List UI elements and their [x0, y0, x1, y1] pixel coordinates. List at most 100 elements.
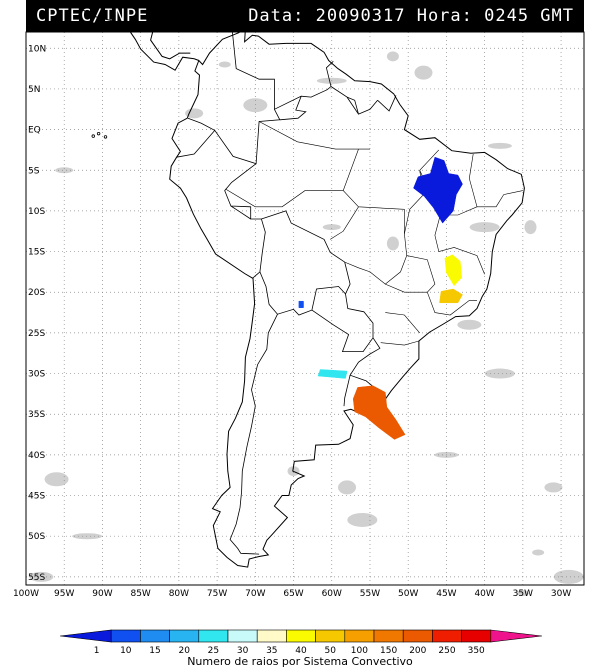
latitude-label: 5S [28, 166, 40, 176]
state-border [427, 292, 477, 316]
country-border [187, 31, 281, 165]
country-border [311, 293, 374, 352]
latitude-label: 25S [28, 329, 45, 339]
longitude-label: 30W [551, 589, 571, 599]
lightning-cluster-bolivia-chaco [298, 300, 304, 308]
latitude-label: 20S [28, 288, 45, 298]
cloud-patch [457, 319, 482, 330]
longitude-label: 35W [513, 589, 533, 599]
legend-swatch [227, 629, 258, 643]
cloud-patch [347, 512, 378, 527]
country-border [230, 205, 251, 220]
map-gridlines [25, 32, 584, 585]
country-border [176, 130, 216, 158]
cloud-patch [29, 571, 54, 582]
cloud-patch [72, 533, 103, 540]
longitude-label: 90W [92, 589, 112, 599]
latitude-label: 30S [28, 370, 45, 380]
island [103, 135, 108, 139]
cloud-patch [44, 472, 69, 487]
legend-tick-label: 15 [149, 646, 160, 656]
longitude-label: 70W [245, 589, 265, 599]
cloud-patch [487, 142, 512, 149]
longitude-label: 65W [283, 589, 303, 599]
satellite-cloud-layer [29, 51, 584, 597]
latitude-label: EQ [28, 126, 41, 136]
legend-swatch [256, 629, 287, 643]
legend-tick-label: 150 [380, 646, 397, 656]
central-america-coastline [49, 0, 199, 71]
legend-tick-label: 50 [324, 646, 336, 656]
cloud-patch [386, 51, 399, 62]
country-border [346, 96, 359, 115]
latitude-label: 35S [28, 410, 45, 420]
legend-tick-label: 35 [266, 646, 277, 656]
longitude-label: 100W [13, 589, 39, 599]
longitude-label: 55W [360, 589, 380, 599]
state-border [385, 312, 420, 334]
legend-tick-label: 20 [178, 646, 190, 656]
state-border [225, 188, 405, 210]
cloud-patch [386, 236, 399, 251]
cloud-patch [55, 167, 74, 174]
island [91, 134, 95, 138]
legend-tick-label: 30 [237, 646, 249, 656]
latitude-label: 45S [28, 492, 45, 502]
legend-tick-label: 100 [351, 646, 368, 656]
cloud-patch [524, 220, 537, 235]
cloud-patch [338, 480, 357, 495]
legend-tick-label: 1 [94, 646, 100, 656]
longitude-label: 45W [436, 589, 456, 599]
legend-swatch [110, 629, 141, 643]
source-label: CPTEC/INPE [36, 6, 149, 26]
latitude-label: 10N [28, 44, 46, 54]
island [96, 131, 101, 136]
legend-swatch [432, 629, 462, 643]
legend-tick-label: 200 [409, 646, 426, 656]
legend-swatch [344, 629, 375, 643]
map-frame [25, 31, 585, 586]
legend-swatch [169, 629, 200, 643]
legend-swatch [198, 629, 229, 643]
cloud-patch [218, 61, 231, 68]
legend-swatch [315, 629, 346, 643]
lightning-cluster-layer [298, 156, 463, 440]
color-legend: 1 10 15 20 25 30 35 40 50 100 150 200 250 350 Numero d… [59, 629, 543, 668]
latitude-label: 55S [28, 573, 45, 583]
state-border [380, 340, 419, 346]
legend-swatch [373, 629, 404, 643]
legend-tick-label: 10 [120, 646, 132, 656]
state-border [477, 190, 523, 208]
map-header: CPTEC/INPE Data: 20090317 Hora: 0245 GMT [26, 0, 584, 32]
country-border [259, 210, 351, 316]
state-border [330, 206, 359, 240]
legend-swatch [490, 629, 543, 643]
state-border [385, 255, 436, 293]
legend-tick-label: 250 [438, 646, 455, 656]
longitude-label: 40W [474, 589, 494, 599]
legend-tick-label: 40 [295, 646, 307, 656]
legend-swatch [461, 629, 492, 643]
central-america-caribbean-coast [150, 7, 191, 60]
lightning-cluster-argentina-central [317, 369, 348, 379]
longitude-labels: 100W 95W 90W 85W 80W 75W 70W 65W 60W 55W 50W 45W 40W… [13, 589, 571, 599]
lightning-cluster-minas-gerais-south [439, 288, 463, 304]
country-border [229, 314, 278, 555]
lightning-cluster-minas-gerais-north [444, 254, 462, 287]
legend-swatch [140, 629, 170, 643]
legend-tick-label: 25 [208, 646, 219, 656]
longitude-label: 95W [54, 589, 74, 599]
lightning-cluster-uruguay-rio-grande [352, 385, 406, 440]
latitude-label: 40S [28, 451, 45, 461]
legend-title: Numero de raios por Sistema Convectivo [187, 655, 413, 668]
longitude-label: 60W [322, 589, 342, 599]
legend-swatch [286, 629, 316, 643]
cloud-patch [322, 224, 341, 231]
cloud-patch [414, 65, 433, 80]
continent-outline [49, 0, 525, 568]
country-border [274, 61, 334, 110]
cloud-patch [544, 482, 563, 493]
legend-tick-label: 350 [468, 646, 485, 656]
state-border [344, 209, 408, 285]
